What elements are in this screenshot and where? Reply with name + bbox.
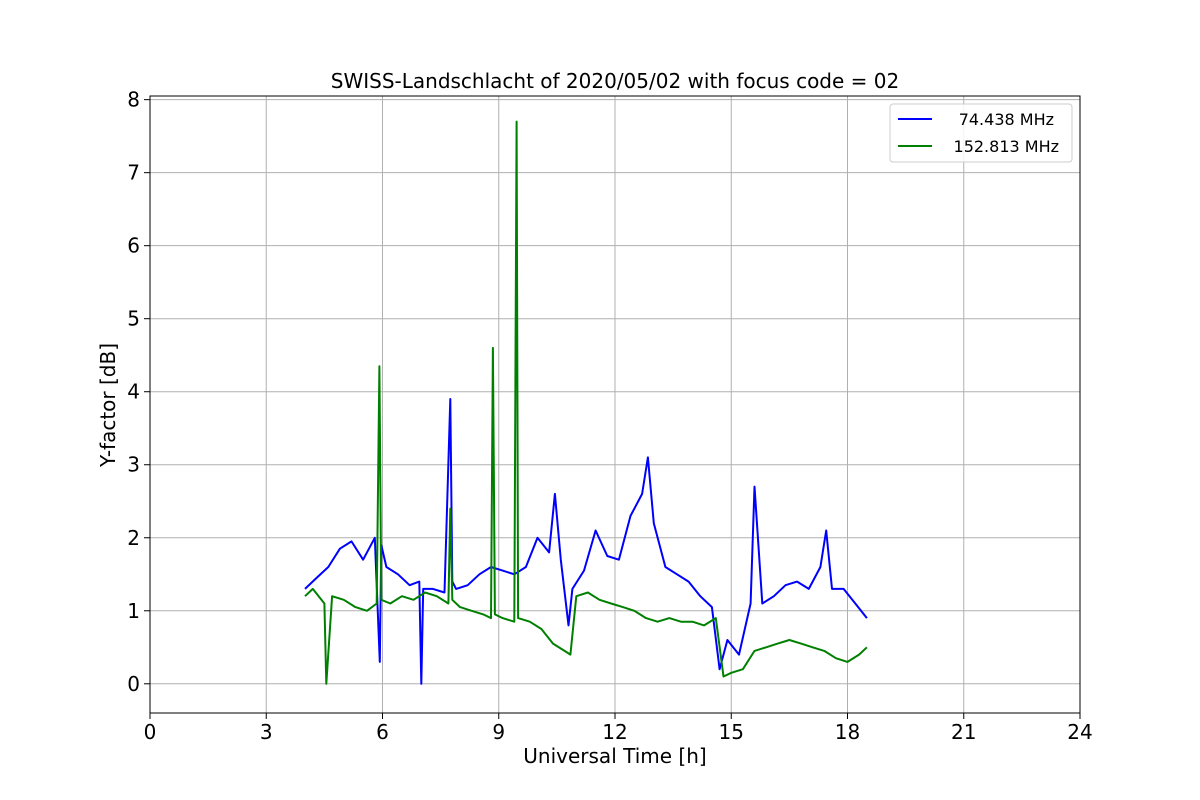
x-tick-label: 21: [951, 720, 976, 744]
legend: 74.438 MHz 152.813 MHz: [889, 103, 1073, 163]
y-tick-label: 0: [127, 672, 140, 696]
y-tick-label: 7: [127, 161, 140, 185]
x-tick-label: 6: [376, 720, 389, 744]
x-tick-label: 9: [492, 720, 505, 744]
series-lines: [304, 120, 868, 685]
y-tick-label: 8: [127, 88, 140, 112]
series-line-0: [304, 398, 868, 685]
y-tick-label: 2: [127, 526, 140, 550]
x-tick-label: 0: [144, 720, 157, 744]
x-tick-label: 3: [260, 720, 273, 744]
y-axis-label: Y-factor [dB]: [96, 343, 120, 468]
y-tick-label: 5: [127, 307, 140, 331]
y-tick-label: 3: [127, 453, 140, 477]
x-tick-label: 15: [719, 720, 744, 744]
x-tick-label: 24: [1067, 720, 1092, 744]
series-line-1: [304, 120, 868, 685]
y-tick-label: 6: [127, 234, 140, 258]
x-tick-label: 12: [602, 720, 627, 744]
y-tick-label: 4: [127, 380, 140, 404]
chart-title: SWISS-Landschlacht of 2020/05/02 with fo…: [331, 69, 899, 93]
x-tick-label: 18: [835, 720, 860, 744]
legend-box: [889, 103, 1073, 163]
legend-label-74-mhz: 74.438 MHz: [959, 110, 1054, 129]
y-tick-label: 1: [127, 599, 140, 623]
x-axis-label: Universal Time [h]: [523, 744, 706, 768]
legend-label-152-mhz: 152.813 MHz: [954, 137, 1059, 156]
